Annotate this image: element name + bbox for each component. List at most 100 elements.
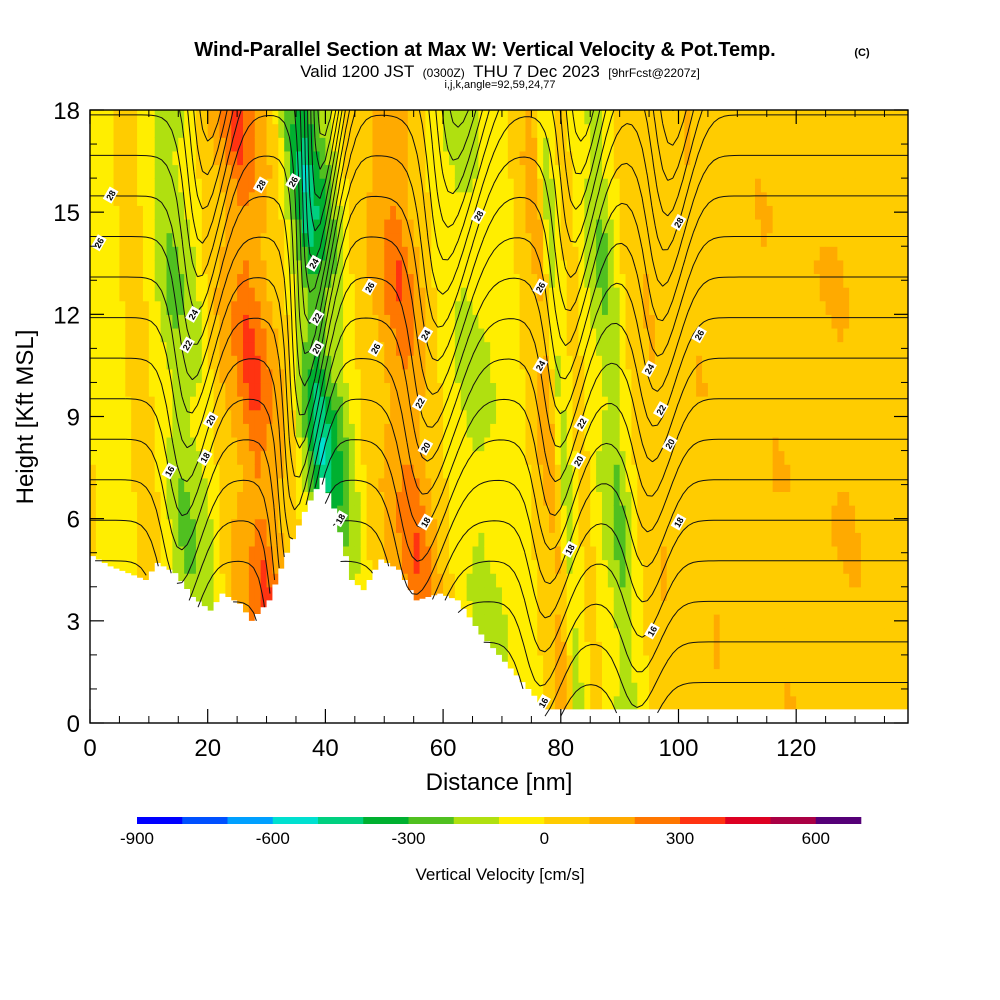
- velocity-cell: [125, 150, 132, 166]
- velocity-cell: [596, 218, 603, 234]
- velocity-cell: [472, 436, 479, 452]
- velocity-cell: [360, 150, 368, 166]
- velocity-cell: [596, 355, 603, 370]
- velocity-cell: [654, 110, 662, 125]
- velocity-cell: [90, 436, 97, 452]
- velocity-cell: [237, 150, 244, 166]
- velocity-cell: [360, 341, 368, 356]
- velocity-cell: [513, 164, 521, 179]
- velocity-cell: [378, 259, 385, 275]
- velocity-cell: [343, 232, 350, 247]
- velocity-cell: [160, 396, 168, 411]
- velocity-cell: [142, 191, 150, 206]
- velocity-cell: [466, 341, 474, 356]
- velocity-cell: [725, 668, 733, 683]
- velocity-cell: [260, 150, 268, 166]
- velocity-cell: [613, 668, 621, 683]
- velocity-cell: [537, 668, 544, 683]
- velocity-cell: [260, 341, 268, 356]
- velocity-cell: [237, 191, 244, 206]
- velocity-cell: [725, 559, 733, 574]
- velocity-cell: [637, 368, 644, 384]
- velocity-cell: [225, 341, 232, 356]
- velocity-cell: [731, 232, 738, 247]
- velocity-cell: [101, 505, 109, 520]
- velocity-cell: [531, 368, 538, 384]
- velocity-cell: [737, 586, 744, 601]
- velocity-cell: [413, 178, 421, 193]
- velocity-cell: [566, 573, 574, 588]
- velocity-cell: [354, 178, 362, 193]
- velocity-cell: [142, 150, 150, 166]
- velocity-cell: [401, 396, 409, 411]
- velocity-cell: [484, 341, 491, 356]
- velocity-cell: [119, 396, 126, 411]
- velocity-cell: [501, 327, 509, 343]
- velocity-cell: [113, 409, 121, 424]
- velocity-cell: [501, 559, 509, 574]
- velocity-cell: [572, 232, 580, 247]
- velocity-cell: [478, 123, 485, 138]
- velocity-cell: [631, 559, 638, 574]
- velocity-cell: [649, 164, 656, 179]
- velocity-cell: [101, 110, 109, 125]
- velocity-cell: [207, 600, 215, 615]
- velocity-cell: [737, 627, 744, 642]
- velocity-cell: [90, 232, 97, 247]
- velocity-cell: [254, 600, 262, 615]
- velocity-cell: [584, 627, 591, 642]
- velocity-cell: [684, 695, 691, 710]
- velocity-cell: [637, 396, 644, 411]
- velocity-cell: [431, 382, 438, 397]
- velocity-cell: [254, 477, 262, 493]
- velocity-cell: [237, 518, 244, 533]
- velocity-cell: [372, 191, 379, 206]
- velocity-cell: [613, 191, 621, 206]
- velocity-cell: [396, 218, 403, 234]
- velocity-cell: [425, 259, 432, 275]
- velocity-cell: [354, 559, 362, 574]
- velocity-cell: [578, 287, 585, 302]
- velocity-cell: [243, 191, 250, 206]
- velocity-cell: [160, 518, 168, 533]
- velocity-cell: [372, 327, 379, 343]
- velocity-cell: [354, 573, 362, 588]
- velocity-cell: [201, 341, 209, 356]
- velocity-cell: [448, 477, 456, 493]
- velocity-cell: [213, 218, 221, 234]
- velocity-cell: [596, 450, 603, 465]
- velocity-cell: [543, 300, 550, 315]
- velocity-cell: [537, 218, 544, 234]
- velocity-cell: [660, 300, 668, 315]
- velocity-cell: [390, 232, 397, 247]
- velocity-cell: [107, 150, 115, 166]
- velocity-cell: [684, 491, 691, 506]
- velocity-cell: [490, 545, 497, 561]
- velocity-cell: [596, 123, 603, 138]
- velocity-cell: [613, 327, 621, 343]
- velocity-cell: [625, 327, 633, 343]
- velocity-cell: [537, 682, 544, 697]
- velocity-cell: [584, 586, 591, 601]
- velocity-cell: [507, 436, 515, 452]
- velocity-cell: [601, 409, 609, 424]
- velocity-cell: [613, 314, 621, 329]
- velocity-cell: [201, 368, 209, 384]
- velocity-cell: [713, 273, 721, 288]
- velocity-cell: [537, 150, 544, 166]
- velocity-cell: [578, 477, 585, 493]
- velocity-cell: [372, 518, 379, 533]
- velocity-cell: [702, 559, 709, 574]
- velocity-cell: [219, 409, 226, 424]
- velocity-cell: [325, 110, 332, 125]
- velocity-cell: [378, 246, 385, 261]
- velocity-cell: [719, 641, 727, 656]
- velocity-cell: [101, 218, 109, 234]
- velocity-cell: [496, 232, 503, 247]
- velocity-cell: [125, 518, 132, 533]
- velocity-cell: [590, 641, 597, 656]
- velocity-cell: [160, 545, 168, 561]
- velocity-cell: [543, 178, 550, 193]
- velocity-cell: [243, 559, 250, 574]
- velocity-cell: [343, 246, 350, 261]
